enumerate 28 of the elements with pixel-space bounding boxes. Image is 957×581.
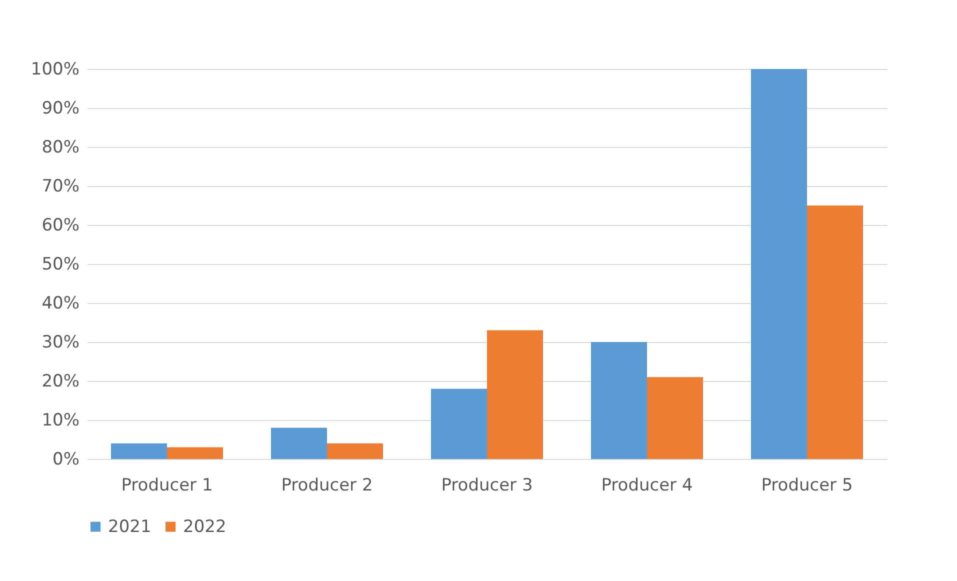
bar — [431, 388, 487, 459]
x-tick-label: Producer 4 — [601, 476, 693, 496]
bar — [327, 443, 383, 459]
legend-label: 2022 — [183, 516, 226, 537]
y-tick-label: 20% — [42, 372, 80, 392]
x-tick-label: Producer 5 — [761, 476, 853, 496]
x-tick-label: Producer 1 — [121, 476, 213, 496]
y-tick-label: 10% — [42, 410, 80, 430]
bar — [271, 428, 327, 459]
bar — [167, 447, 223, 459]
x-tick-label: Producer 3 — [441, 476, 533, 496]
bar — [591, 342, 647, 459]
bar — [487, 330, 543, 459]
x-tick-label: Producer 2 — [281, 476, 373, 496]
bar — [647, 377, 703, 459]
legend-label: 2021 — [108, 516, 152, 537]
bar — [807, 206, 863, 459]
y-tick-label: 0% — [52, 450, 80, 470]
y-tick-label: 70% — [42, 176, 80, 196]
y-tick-label: 90% — [42, 98, 80, 118]
y-tick-label: 80% — [42, 138, 80, 158]
y-tick-label: 40% — [42, 294, 80, 314]
y-tick-label: 100% — [30, 60, 80, 80]
bar — [751, 69, 807, 459]
y-tick-label: 60% — [42, 216, 80, 236]
y-tick-label: 30% — [42, 332, 80, 352]
bar — [111, 443, 167, 459]
y-tick-label: 50% — [42, 254, 80, 274]
